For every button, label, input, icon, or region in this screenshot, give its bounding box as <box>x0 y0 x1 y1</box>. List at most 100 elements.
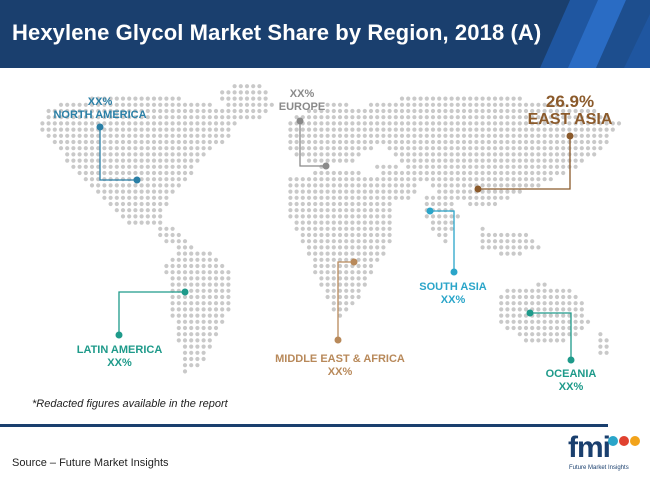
map-dot <box>158 127 163 132</box>
map-dot <box>195 146 200 151</box>
map-dot <box>133 220 138 225</box>
map-dot <box>536 301 541 306</box>
map-dot <box>393 183 398 188</box>
map-dot <box>151 170 157 176</box>
map-dot <box>77 146 82 151</box>
map-dot <box>492 177 498 182</box>
map-dot <box>313 121 318 126</box>
map-dot <box>158 189 163 194</box>
map-dot <box>536 282 541 287</box>
map-dot <box>313 177 318 182</box>
map-dot <box>443 108 448 114</box>
map-dot <box>145 177 150 182</box>
map-dot <box>492 133 498 138</box>
map-dot <box>108 183 113 188</box>
map-dot <box>362 276 367 281</box>
map-dot <box>536 307 541 312</box>
map-dot <box>362 257 367 262</box>
map-dot <box>406 121 411 126</box>
map-dot <box>499 319 504 324</box>
map-dot <box>567 108 572 114</box>
map-dot <box>96 96 101 101</box>
map-dot <box>189 158 194 163</box>
map-dot <box>207 139 212 145</box>
map-dot <box>505 319 510 324</box>
map-dot <box>300 208 305 213</box>
north-america-value: XX% <box>87 96 113 108</box>
map-dot <box>468 201 473 207</box>
map-dot <box>238 102 243 107</box>
map-dot <box>375 251 380 256</box>
map-dot <box>114 189 119 194</box>
map-dot <box>430 226 436 231</box>
map-dot <box>108 121 113 126</box>
map-dot <box>393 115 398 120</box>
map-dot <box>548 332 553 337</box>
map-dot <box>325 208 330 213</box>
map-dot <box>486 239 491 244</box>
map-dot <box>158 220 163 225</box>
map-dot <box>610 121 615 126</box>
map-dot <box>536 177 541 182</box>
map-dot <box>182 356 188 362</box>
map-dot <box>164 195 169 200</box>
map-dot <box>182 245 188 250</box>
map-dot <box>542 307 547 312</box>
map-dot <box>337 108 343 114</box>
map-dot <box>356 177 361 182</box>
map-dot <box>567 288 572 293</box>
map-dot <box>195 257 200 262</box>
map-dot <box>542 319 547 324</box>
map-dot <box>554 133 560 138</box>
map-dot <box>182 152 188 157</box>
map-dot <box>65 158 70 163</box>
map-dot <box>313 232 318 238</box>
map-dot <box>356 276 361 281</box>
map-dot <box>151 208 157 213</box>
map-dot <box>220 288 225 293</box>
map-dot <box>381 115 386 120</box>
map-dot <box>238 108 243 114</box>
map-dot <box>424 108 429 114</box>
map-dot <box>294 220 299 225</box>
map-dot <box>443 232 448 238</box>
map-dot <box>337 121 343 126</box>
map-dot <box>294 139 299 145</box>
map-dot <box>393 133 398 138</box>
map-dot <box>114 183 119 188</box>
map-dot <box>480 226 485 231</box>
map-dot <box>313 133 318 138</box>
map-dot <box>375 102 380 107</box>
map-dot <box>486 102 491 107</box>
map-dot <box>201 263 206 269</box>
map-dot <box>164 170 169 176</box>
map-dot <box>306 146 312 151</box>
map-dot <box>418 139 423 145</box>
map-dot <box>480 239 485 244</box>
map-dot <box>573 325 578 331</box>
map-dot <box>201 338 206 343</box>
map-dot <box>220 133 225 138</box>
map-dot <box>505 164 510 169</box>
map-dot <box>114 195 119 200</box>
map-dot <box>120 208 126 213</box>
map-dot <box>164 263 169 269</box>
map-dot <box>517 170 522 176</box>
map-dot <box>437 146 442 151</box>
map-dot <box>592 139 597 145</box>
map-dot <box>344 102 349 107</box>
map-dot <box>449 133 454 138</box>
map-dot <box>220 139 225 145</box>
map-dot <box>486 115 491 120</box>
middle-east-africa-connector <box>334 258 358 344</box>
map-dot <box>207 108 212 114</box>
map-dot <box>511 232 516 238</box>
map-dot <box>468 133 473 138</box>
map-dot <box>449 127 454 132</box>
map-dot <box>387 139 392 145</box>
map-dot <box>406 108 411 114</box>
map-dot <box>337 288 343 293</box>
map-dot <box>418 115 423 120</box>
map-dot <box>189 133 194 138</box>
map-dot <box>195 356 200 362</box>
